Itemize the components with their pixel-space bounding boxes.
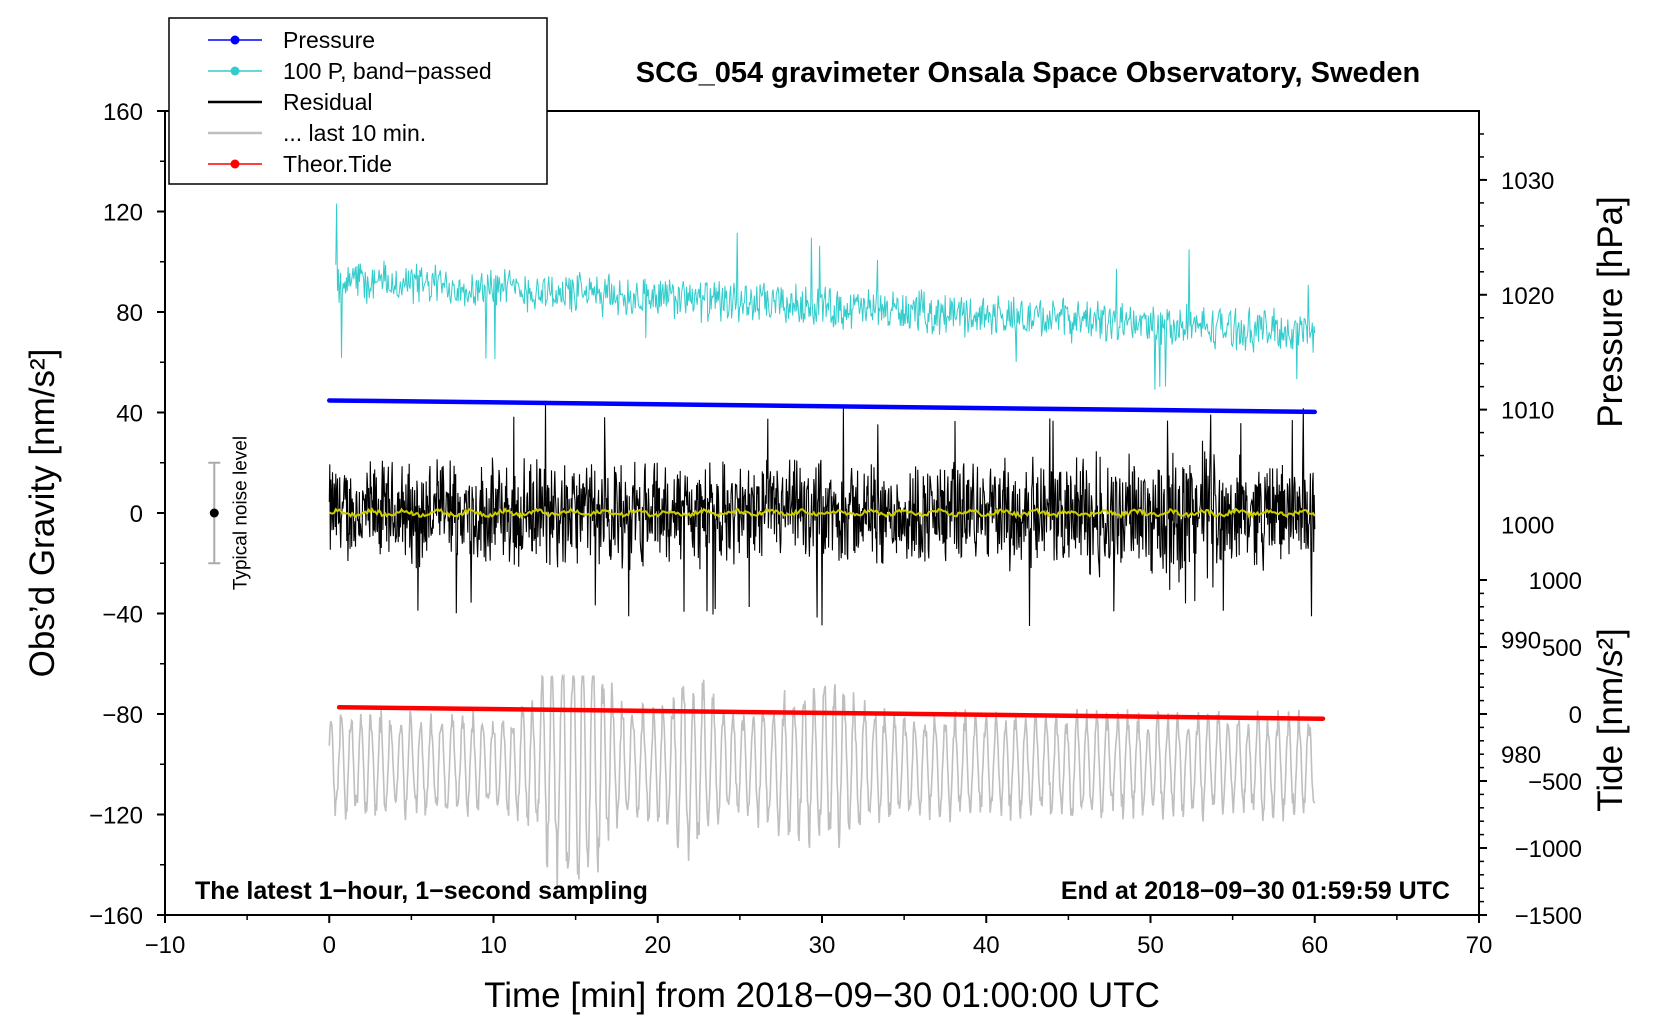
y-tick-label: −40 — [102, 602, 143, 629]
series-residual-smoothed — [328, 507, 1316, 520]
y-tick-label: −80 — [102, 702, 143, 729]
series-pressure — [327, 398, 1317, 415]
x-tick-label: 40 — [973, 932, 1000, 959]
pressure-tick-label: 1010 — [1501, 398, 1554, 425]
legend-label: ... last 10 min. — [283, 120, 426, 146]
sampling-annotation: The latest 1−hour, 1−second sampling — [195, 877, 648, 905]
y-tick-label: 80 — [116, 300, 143, 327]
series-pressure-bandpassed — [335, 203, 1316, 390]
pressure-tick-label: 1020 — [1501, 283, 1554, 310]
x-tick-label: −10 — [145, 932, 186, 959]
y-tick-label: 160 — [103, 99, 143, 126]
tide-tick-label: 0 — [1569, 702, 1582, 729]
pressure-tick-label: 1030 — [1501, 168, 1554, 195]
x-tick-label: 20 — [644, 932, 671, 959]
x-tick-label: 0 — [323, 932, 336, 959]
tide-axis-label: Tide [nm/s²] — [1591, 628, 1630, 811]
legend-label: Theor.Tide — [283, 151, 392, 177]
y-tick-label: −160 — [89, 903, 143, 930]
y-tick-label: −120 — [89, 803, 143, 830]
series-theor-tide — [336, 705, 1326, 721]
y-tick-label: 40 — [116, 401, 143, 428]
tide-tick-label: −1000 — [1515, 836, 1582, 863]
legend-label: 100 P, band−passed — [283, 58, 492, 84]
x-axis-label: Time [min] from 2018−09−30 01:00:00 UTC — [484, 976, 1160, 1015]
tide-tick-label: 1000 — [1529, 568, 1582, 595]
pressure-tick-label: 1000 — [1501, 512, 1554, 539]
x-tick-label: 50 — [1137, 932, 1164, 959]
y-tick-label: 120 — [103, 200, 143, 227]
tide-tick-label: −500 — [1528, 769, 1582, 796]
legend-label: Residual — [283, 89, 373, 115]
pressure-tick-label: 980 — [1501, 742, 1541, 769]
series-residual — [328, 400, 1316, 627]
noise-bar-label: Typical noise level — [230, 436, 251, 590]
y-tick-label: 0 — [130, 501, 143, 528]
legend: Pressure 100 P, band−passed Residual ... la… — [168, 17, 548, 185]
x-tick-label: 70 — [1466, 932, 1493, 959]
x-tick-label: 30 — [809, 932, 836, 959]
legend-label: Pressure — [283, 27, 375, 53]
y-axis-label: Obs’d Gravity [nm/s²] — [23, 349, 62, 678]
legend-marker — [230, 66, 240, 76]
legend-marker — [230, 159, 240, 169]
tide-tick-label: 500 — [1542, 635, 1582, 662]
legend-marker — [230, 35, 240, 45]
series-layer — [327, 203, 1326, 891]
pressure-axis-label: Pressure [hPa] — [1591, 196, 1630, 428]
axes-layer: −10 0 10 20 30 40 50 60 70−160−120−80−4004080120… — [89, 99, 1582, 959]
x-tick-label: 60 — [1301, 932, 1328, 959]
chart-title: SCG_054 gravimeter Onsala Space Observat… — [636, 57, 1420, 89]
series-last-10-min — [328, 673, 1316, 891]
pressure-tick-label: 990 — [1501, 627, 1541, 654]
noise-level-indicator: Typical noise level — [208, 436, 251, 590]
tide-tick-label: −1500 — [1515, 903, 1582, 930]
noise-bar-center-dot — [209, 508, 219, 518]
x-tick-label: 10 — [480, 932, 507, 959]
end-time-annotation: End at 2018−09−30 01:59:59 UTC — [1061, 877, 1450, 905]
